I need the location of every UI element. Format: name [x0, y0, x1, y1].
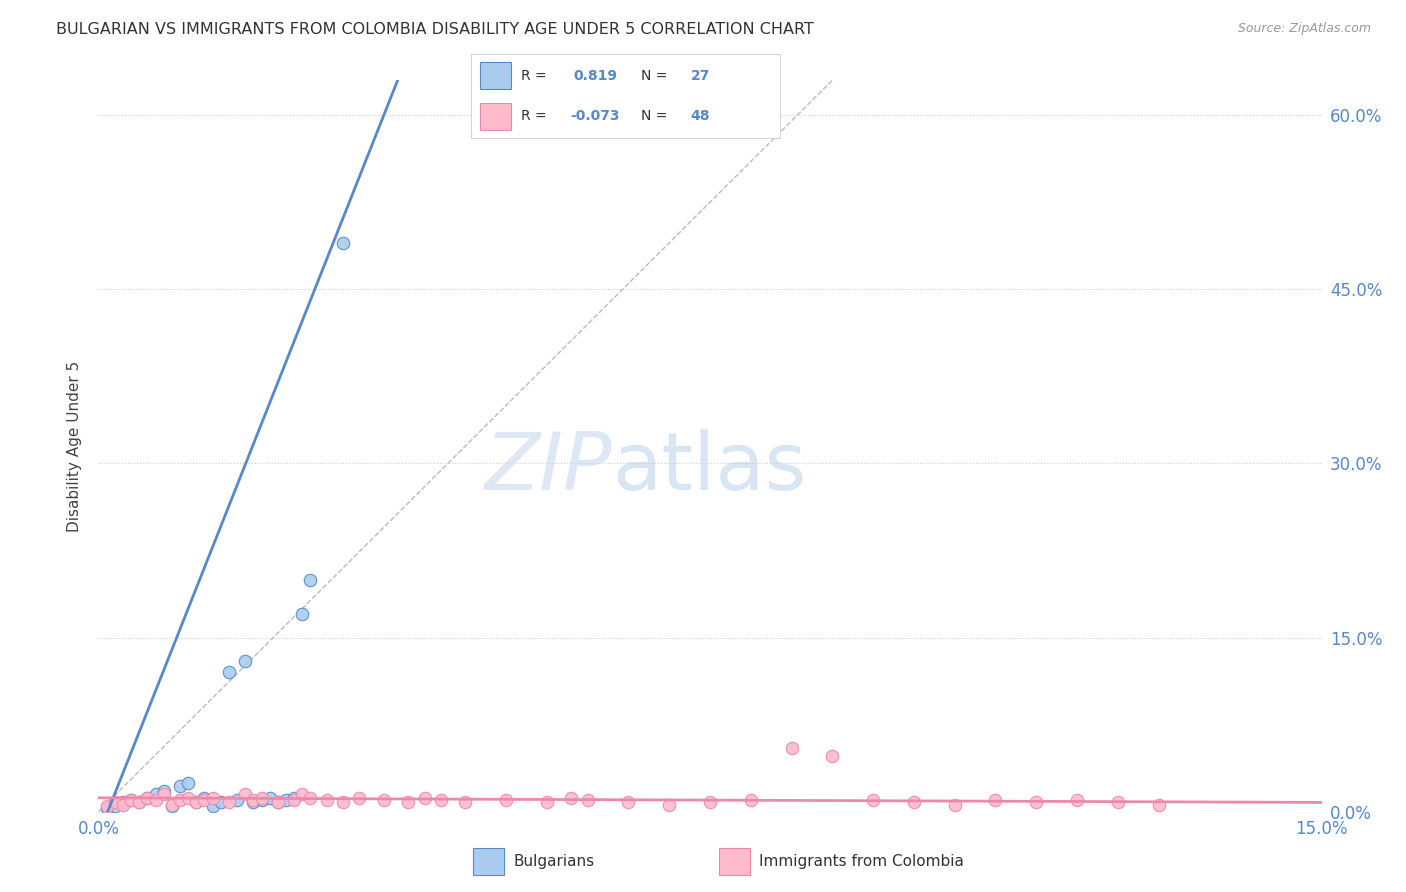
- FancyBboxPatch shape: [481, 103, 512, 130]
- FancyBboxPatch shape: [472, 848, 505, 875]
- Text: 27: 27: [690, 69, 710, 83]
- Text: -0.073: -0.073: [569, 109, 620, 123]
- Text: ZIP: ZIP: [485, 429, 612, 507]
- Text: BULGARIAN VS IMMIGRANTS FROM COLOMBIA DISABILITY AGE UNDER 5 CORRELATION CHART: BULGARIAN VS IMMIGRANTS FROM COLOMBIA DI…: [56, 22, 814, 37]
- Text: 48: 48: [690, 109, 710, 123]
- Text: 0.819: 0.819: [574, 69, 617, 83]
- Text: Bulgarians: Bulgarians: [513, 855, 595, 869]
- Text: Immigrants from Colombia: Immigrants from Colombia: [759, 855, 965, 869]
- Text: Source: ZipAtlas.com: Source: ZipAtlas.com: [1237, 22, 1371, 36]
- Text: N =: N =: [641, 69, 672, 83]
- Text: atlas: atlas: [612, 429, 807, 507]
- Y-axis label: Disability Age Under 5: Disability Age Under 5: [67, 360, 83, 532]
- Text: R =: R =: [520, 69, 551, 83]
- Text: R =: R =: [520, 109, 551, 123]
- Text: N =: N =: [641, 109, 672, 123]
- FancyBboxPatch shape: [481, 62, 512, 89]
- FancyBboxPatch shape: [718, 848, 751, 875]
